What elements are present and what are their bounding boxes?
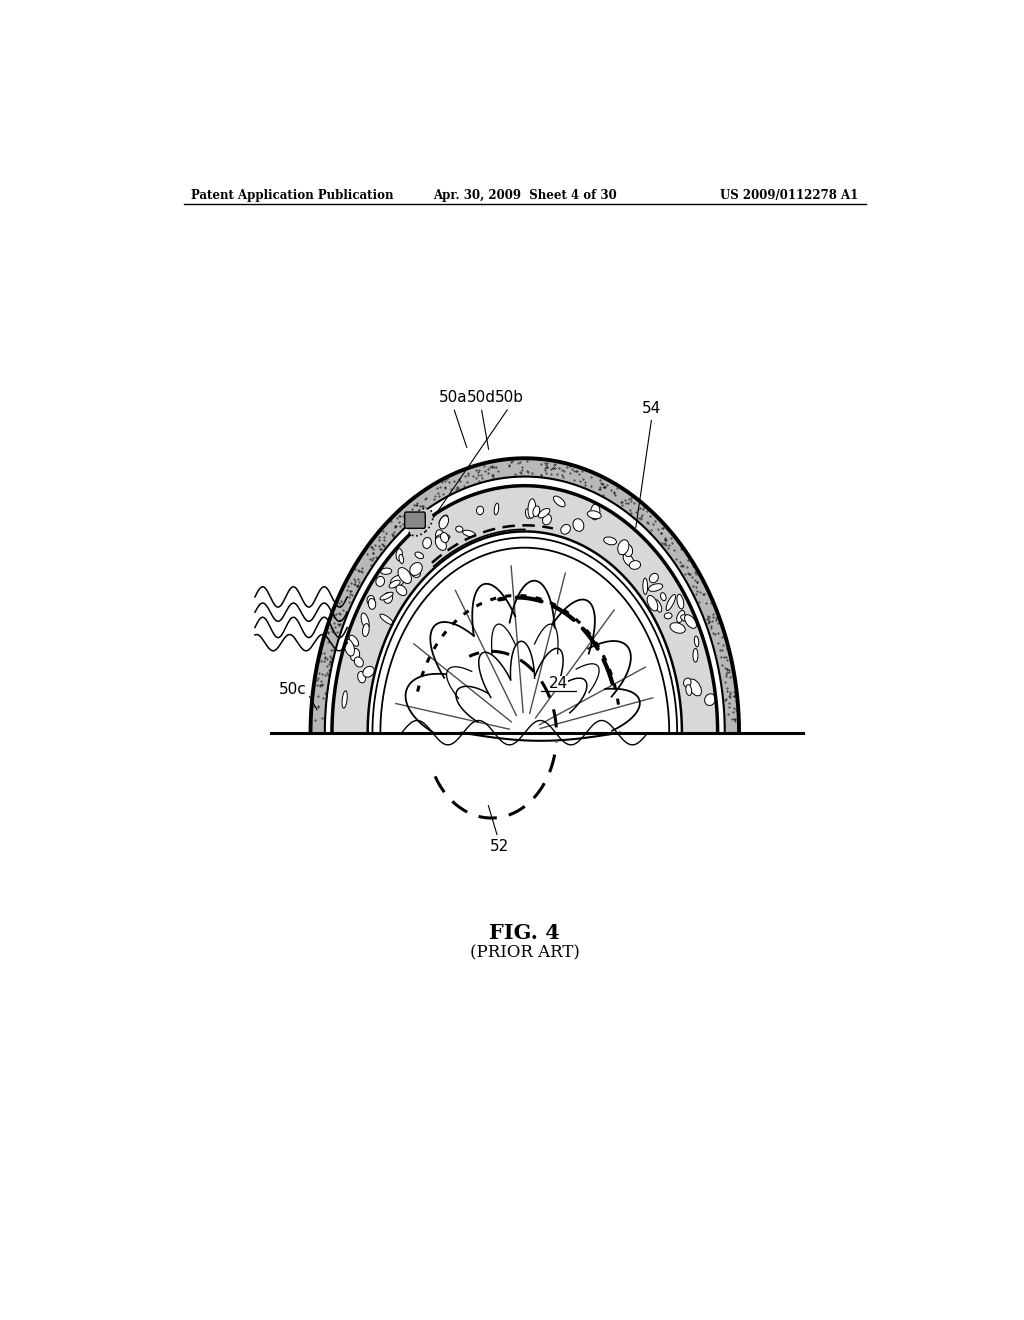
FancyBboxPatch shape <box>404 512 425 528</box>
Ellipse shape <box>684 678 691 688</box>
Ellipse shape <box>643 578 647 594</box>
Ellipse shape <box>398 568 412 583</box>
Ellipse shape <box>660 593 666 601</box>
Ellipse shape <box>389 581 400 587</box>
Ellipse shape <box>435 529 444 544</box>
Text: Patent Application Publication: Patent Application Publication <box>191 189 394 202</box>
Polygon shape <box>310 458 739 733</box>
Ellipse shape <box>435 537 446 550</box>
Ellipse shape <box>439 516 449 529</box>
Text: (PRIOR ART): (PRIOR ART) <box>470 945 580 962</box>
Ellipse shape <box>525 508 530 519</box>
Ellipse shape <box>677 610 685 623</box>
Ellipse shape <box>573 519 584 532</box>
Polygon shape <box>386 554 664 733</box>
Ellipse shape <box>685 615 696 628</box>
Ellipse shape <box>423 537 431 549</box>
Ellipse shape <box>617 540 629 554</box>
Polygon shape <box>332 486 718 733</box>
Text: 52: 52 <box>489 840 509 854</box>
Ellipse shape <box>588 511 601 519</box>
Ellipse shape <box>342 690 347 709</box>
Ellipse shape <box>667 594 676 611</box>
Ellipse shape <box>367 595 375 605</box>
Ellipse shape <box>647 595 657 611</box>
Ellipse shape <box>624 544 633 557</box>
Text: US 2009/0112278 A1: US 2009/0112278 A1 <box>720 189 858 202</box>
Text: 54: 54 <box>642 400 662 416</box>
Ellipse shape <box>349 635 358 647</box>
Ellipse shape <box>688 678 701 696</box>
Ellipse shape <box>686 685 691 696</box>
Ellipse shape <box>539 508 550 517</box>
Ellipse shape <box>384 593 392 603</box>
Ellipse shape <box>705 694 716 705</box>
Ellipse shape <box>376 577 385 586</box>
Ellipse shape <box>624 553 634 566</box>
Ellipse shape <box>463 531 476 537</box>
Ellipse shape <box>553 496 565 507</box>
Ellipse shape <box>528 499 536 519</box>
Text: 24: 24 <box>549 676 567 692</box>
Ellipse shape <box>440 532 449 543</box>
Ellipse shape <box>439 515 447 525</box>
Ellipse shape <box>390 576 404 587</box>
Text: 50a: 50a <box>439 391 468 405</box>
Ellipse shape <box>649 573 658 582</box>
Ellipse shape <box>591 504 600 520</box>
Ellipse shape <box>411 568 421 577</box>
Ellipse shape <box>362 667 374 677</box>
Ellipse shape <box>694 636 698 647</box>
Text: Apr. 30, 2009  Sheet 4 of 30: Apr. 30, 2009 Sheet 4 of 30 <box>433 189 616 202</box>
Ellipse shape <box>670 623 685 634</box>
Ellipse shape <box>410 562 422 576</box>
Ellipse shape <box>362 623 369 636</box>
Ellipse shape <box>561 524 570 535</box>
Ellipse shape <box>630 561 641 569</box>
Ellipse shape <box>532 506 540 516</box>
Ellipse shape <box>543 515 552 525</box>
Text: 50b: 50b <box>495 391 523 405</box>
Text: 50c: 50c <box>279 682 306 697</box>
Ellipse shape <box>380 593 393 601</box>
Ellipse shape <box>681 615 690 622</box>
Ellipse shape <box>396 549 402 561</box>
Ellipse shape <box>436 535 450 541</box>
Ellipse shape <box>380 614 393 624</box>
Ellipse shape <box>648 583 663 591</box>
Ellipse shape <box>357 672 366 682</box>
Ellipse shape <box>381 568 392 574</box>
Text: 50d: 50d <box>467 391 496 405</box>
Ellipse shape <box>344 639 354 656</box>
Ellipse shape <box>693 648 698 663</box>
Text: FIG. 4: FIG. 4 <box>489 923 560 942</box>
Ellipse shape <box>665 612 672 619</box>
Ellipse shape <box>456 527 463 532</box>
Ellipse shape <box>415 552 424 558</box>
Ellipse shape <box>396 585 407 595</box>
Ellipse shape <box>409 508 433 536</box>
Ellipse shape <box>476 506 483 515</box>
Ellipse shape <box>677 594 684 609</box>
Ellipse shape <box>399 554 403 564</box>
Ellipse shape <box>369 598 376 610</box>
Ellipse shape <box>495 503 499 515</box>
Ellipse shape <box>604 537 616 545</box>
Ellipse shape <box>350 648 359 661</box>
Ellipse shape <box>361 612 370 628</box>
Ellipse shape <box>654 599 662 612</box>
Ellipse shape <box>354 657 364 667</box>
